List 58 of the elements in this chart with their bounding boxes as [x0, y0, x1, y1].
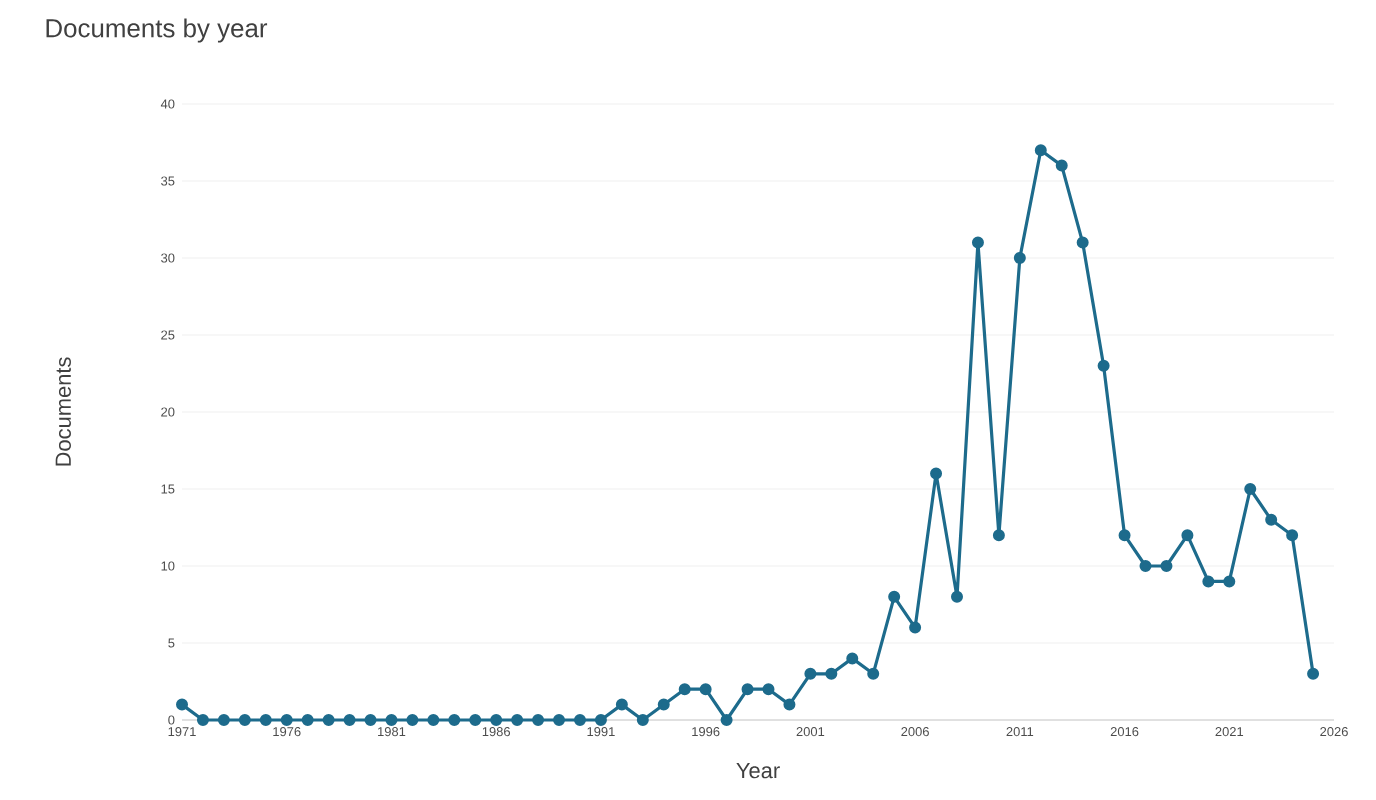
point [385, 714, 398, 726]
point [783, 698, 796, 711]
point [1202, 575, 1215, 588]
point [1307, 667, 1320, 680]
point [553, 714, 566, 726]
point [846, 652, 859, 665]
point [825, 667, 838, 680]
point [867, 667, 880, 680]
y-axis-title: Documents [55, 357, 71, 466]
point [1244, 483, 1257, 495]
point [804, 667, 817, 680]
point [406, 714, 419, 726]
point [909, 621, 922, 634]
point [322, 714, 335, 726]
point [301, 714, 314, 726]
point [762, 683, 775, 696]
point [615, 698, 628, 711]
point [1118, 529, 1131, 542]
point [238, 714, 251, 726]
point [532, 714, 545, 726]
point [1265, 513, 1278, 526]
point [1076, 236, 1089, 249]
point [657, 698, 670, 711]
point [217, 714, 230, 726]
point [343, 714, 356, 726]
point [1013, 252, 1026, 265]
point [1139, 560, 1152, 572]
x-axis-title: Year [736, 763, 780, 779]
point [1223, 575, 1236, 588]
point [678, 683, 691, 696]
point [951, 590, 963, 603]
point [594, 714, 607, 726]
point [1055, 159, 1068, 172]
point [971, 236, 984, 249]
point [720, 714, 733, 726]
point [511, 714, 524, 726]
point [636, 714, 649, 726]
point [364, 714, 377, 726]
point [280, 714, 293, 726]
point [1160, 560, 1173, 572]
point [930, 467, 943, 480]
point [699, 683, 712, 696]
point [1034, 144, 1047, 157]
point [888, 590, 901, 603]
point [259, 714, 272, 726]
point [1286, 529, 1299, 542]
point [1097, 359, 1110, 372]
point [469, 714, 482, 726]
point [176, 698, 189, 711]
point [573, 714, 586, 726]
point [741, 683, 754, 696]
point [1181, 529, 1194, 542]
chart-title: Documents by year [46, 18, 268, 43]
point [490, 714, 503, 726]
point [196, 714, 209, 726]
point [448, 714, 461, 726]
point [427, 714, 440, 726]
point [992, 529, 1005, 542]
